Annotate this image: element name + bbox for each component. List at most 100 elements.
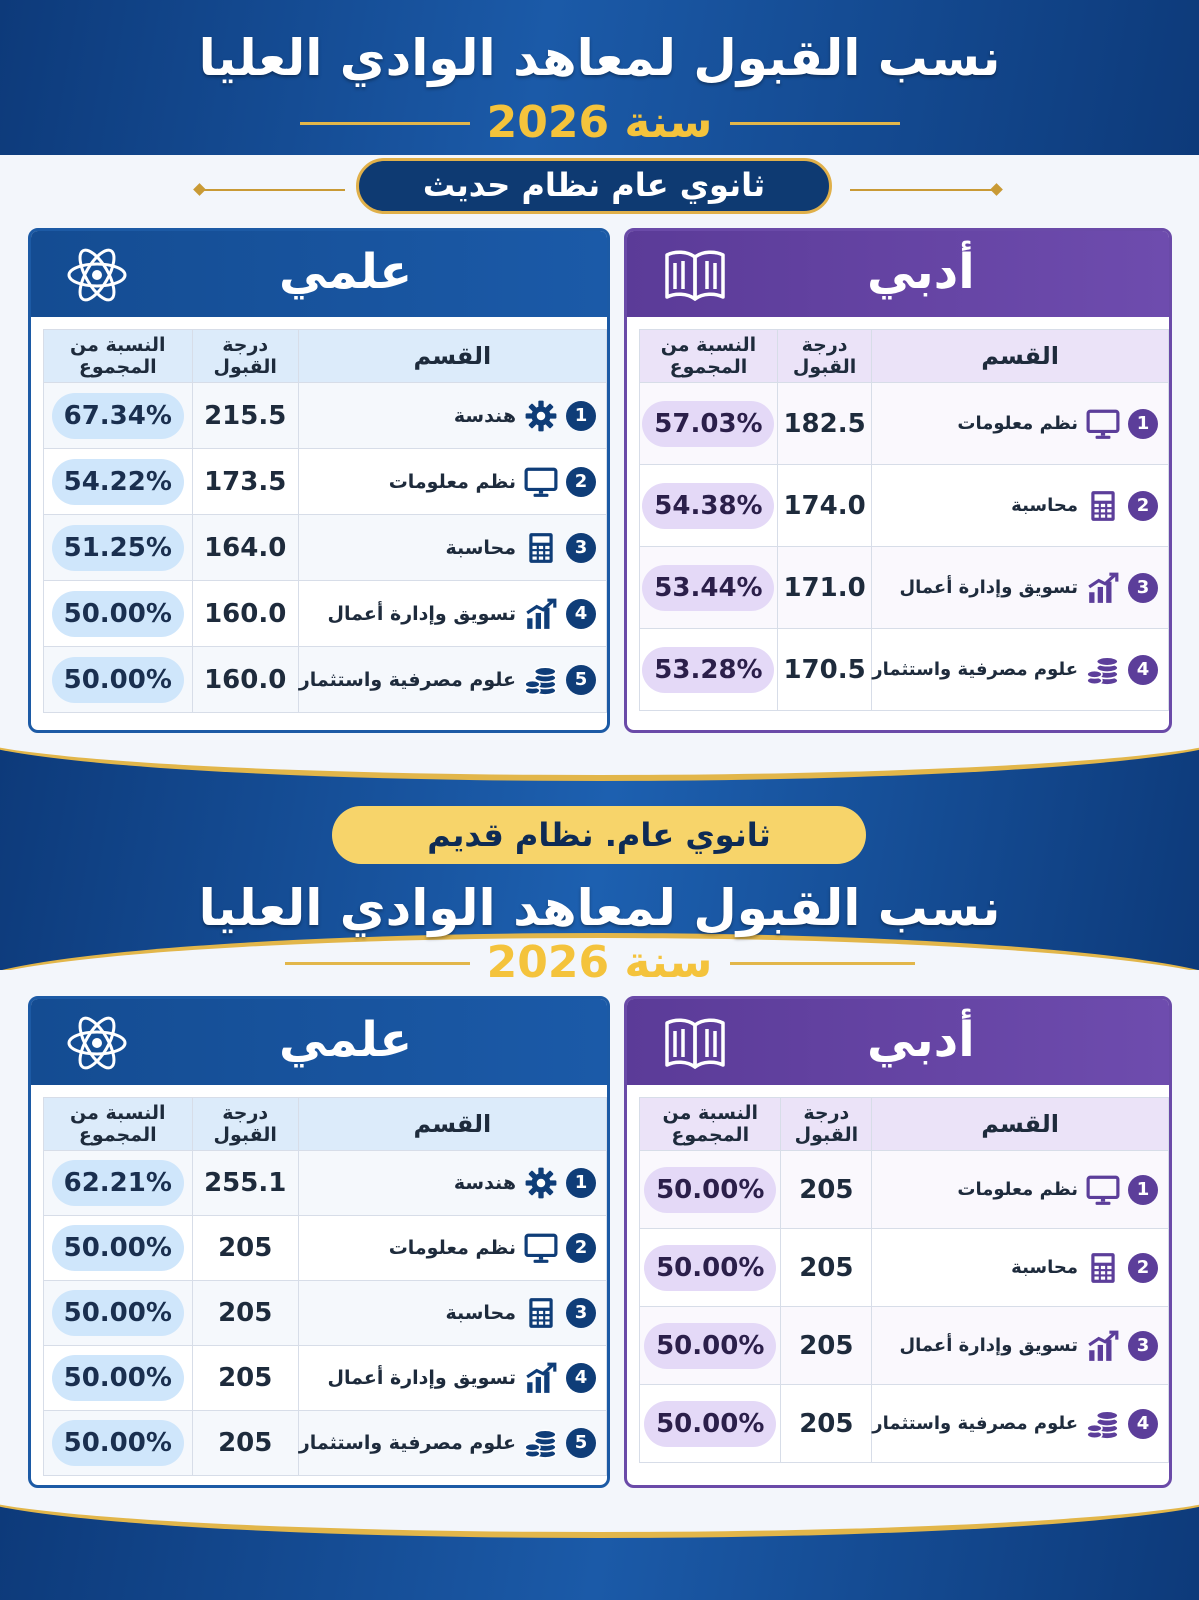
percentage-badge: 50.00%	[644, 1322, 777, 1369]
dept-label: 5 علوم مصرفية واستثمار	[299, 663, 606, 697]
dept-label: 2 نظم معلومات	[299, 465, 606, 499]
admission-score: 205	[799, 1252, 854, 1283]
literary-card-old: أدبي القسم درجة القبول النسبة من المجموع…	[624, 996, 1172, 1488]
table-row: 2 نظم معلومات 173.5 54.22%	[43, 448, 607, 515]
card-header: أدبي	[627, 999, 1169, 1085]
admission-score: 173.5	[204, 466, 287, 497]
table-row: 1 نظم معلومات 182.5 57.03%	[639, 382, 1169, 465]
growth-chart-icon	[1086, 1329, 1120, 1363]
table-row: 3 محاسبة 205 50.00%	[43, 1280, 607, 1346]
card-header: أدبي	[627, 231, 1169, 317]
score-cell: 173.5	[191, 448, 299, 515]
row-number: 3	[1128, 572, 1158, 603]
row-number: 3	[1128, 1330, 1158, 1361]
growth-chart-icon	[1086, 571, 1120, 605]
dept-name: تسويق وإدارة أعمال	[327, 602, 516, 625]
year-label: سنة 2026	[486, 97, 713, 148]
percentage-cell: 51.25%	[43, 514, 193, 581]
dept-label: 5 علوم مصرفية واستثمار	[299, 1426, 606, 1460]
percentage-cell: 50.00%	[43, 1345, 193, 1411]
percentage-badge: 67.34%	[51, 392, 184, 439]
table-row: 3 محاسبة 164.0 51.25%	[43, 514, 607, 581]
col-header-score: درجة القبول	[191, 329, 299, 383]
percentage-cell: 50.00%	[43, 1215, 193, 1281]
percentage-badge: 53.28%	[642, 646, 775, 693]
card-header: علمي	[31, 999, 607, 1085]
score-cell: 174.0	[776, 464, 873, 547]
scientific-card-new: علمي القسم درجة القبول النسبة من المجموع…	[28, 228, 610, 733]
percentage-badge: 50.00%	[644, 1400, 777, 1447]
percentage-cell: 54.38%	[639, 464, 778, 547]
table-row: 1 هندسة 215.5 67.34%	[43, 382, 607, 449]
admission-score: 205	[218, 1298, 273, 1328]
col-header-pct: النسبة من المجموع	[43, 1097, 193, 1151]
dept-name: محاسبة	[1011, 495, 1078, 516]
dept-name: تسويق وإدارة أعمال	[899, 1335, 1078, 1356]
row-number: 5	[566, 1428, 596, 1458]
row-number: 4	[566, 1363, 596, 1393]
score-cell: 164.0	[191, 514, 299, 581]
card-header: علمي	[31, 231, 607, 317]
percentage-cell: 67.34%	[43, 382, 193, 449]
admission-score: 205	[218, 1233, 273, 1263]
col-header-score: درجة القبول	[776, 329, 873, 383]
dept-cell: 3 تسويق وإدارة أعمال	[871, 546, 1169, 629]
score-cell: 205	[191, 1410, 299, 1476]
percentage-cell: 57.03%	[639, 382, 778, 465]
row-number: 1	[566, 400, 596, 431]
score-cell: 182.5	[776, 382, 873, 465]
row-number: 2	[1128, 1252, 1158, 1283]
table-row: 4 علوم مصرفية واستثمار 205 50.00%	[638, 1384, 1169, 1463]
monitor-icon	[524, 465, 558, 499]
dept-name: نظم معلومات	[388, 1237, 516, 1259]
dept-name: علوم مصرفية واستثمار	[298, 668, 516, 691]
score-cell: 205	[191, 1215, 299, 1281]
dept-name: هندسة	[453, 404, 516, 427]
percentage-badge: 50.00%	[51, 1290, 184, 1336]
percentage-cell: 54.22%	[43, 448, 193, 515]
percentage-cell: 50.00%	[43, 1410, 193, 1476]
divider-line	[730, 122, 900, 125]
score-cell: 205	[780, 1384, 873, 1463]
table-row: 2 نظم معلومات 205 50.00%	[43, 1215, 607, 1281]
dept-cell: 2 محاسبة	[871, 1228, 1169, 1307]
dept-label: 1 نظم معلومات	[872, 1173, 1168, 1207]
percentage-badge: 54.38%	[642, 482, 775, 529]
gear-icon	[524, 399, 558, 433]
percentage-cell: 50.00%	[638, 1384, 782, 1463]
monitor-icon	[1086, 1173, 1120, 1207]
dept-name: نظم معلومات	[957, 1179, 1078, 1200]
dept-label: 3 محاسبة	[299, 1296, 606, 1330]
card-title: أدبي	[867, 244, 975, 300]
percentage-cell: 53.28%	[639, 628, 778, 711]
percentage-cell: 50.00%	[43, 646, 193, 713]
row-number: 1	[1128, 408, 1158, 439]
dept-name: تسويق وإدارة أعمال	[327, 1367, 516, 1389]
admission-score: 205	[218, 1363, 273, 1393]
percentage-cell: 50.00%	[638, 1228, 782, 1307]
table-row: 5 علوم مصرفية واستثمار 160.0 50.00%	[43, 646, 607, 713]
score-cell: 171.0	[776, 546, 873, 629]
col-header-score: درجة القبول	[780, 1097, 873, 1151]
atom-icon	[67, 248, 127, 302]
col-header-dept: القسم	[297, 1097, 607, 1151]
dept-label: 4 تسويق وإدارة أعمال	[299, 597, 606, 631]
dept-cell: 2 نظم معلومات	[297, 1215, 607, 1281]
percentage-badge: 57.03%	[642, 400, 775, 447]
dept-name: علوم مصرفية واستثمار	[872, 1413, 1078, 1434]
col-header-dept: القسم	[297, 329, 607, 383]
percentage-badge: 50.00%	[51, 656, 184, 703]
row-number: 2	[566, 466, 596, 497]
admission-score: 215.5	[204, 400, 287, 431]
dept-name: محاسبة	[1011, 1257, 1078, 1278]
monitor-icon	[1086, 407, 1120, 441]
percentage-cell: 62.21%	[43, 1150, 193, 1216]
dept-name: محاسبة	[445, 1302, 516, 1324]
dept-cell: 3 تسويق وإدارة أعمال	[871, 1306, 1169, 1385]
col-header-pct: النسبة من المجموع	[639, 329, 778, 383]
divider-line	[300, 122, 470, 125]
dept-cell: 4 علوم مصرفية واستثمار	[871, 1384, 1169, 1463]
divider-line	[285, 962, 470, 965]
dept-cell: 1 نظم معلومات	[871, 1150, 1169, 1229]
col-header-dept: القسم	[871, 1097, 1169, 1151]
